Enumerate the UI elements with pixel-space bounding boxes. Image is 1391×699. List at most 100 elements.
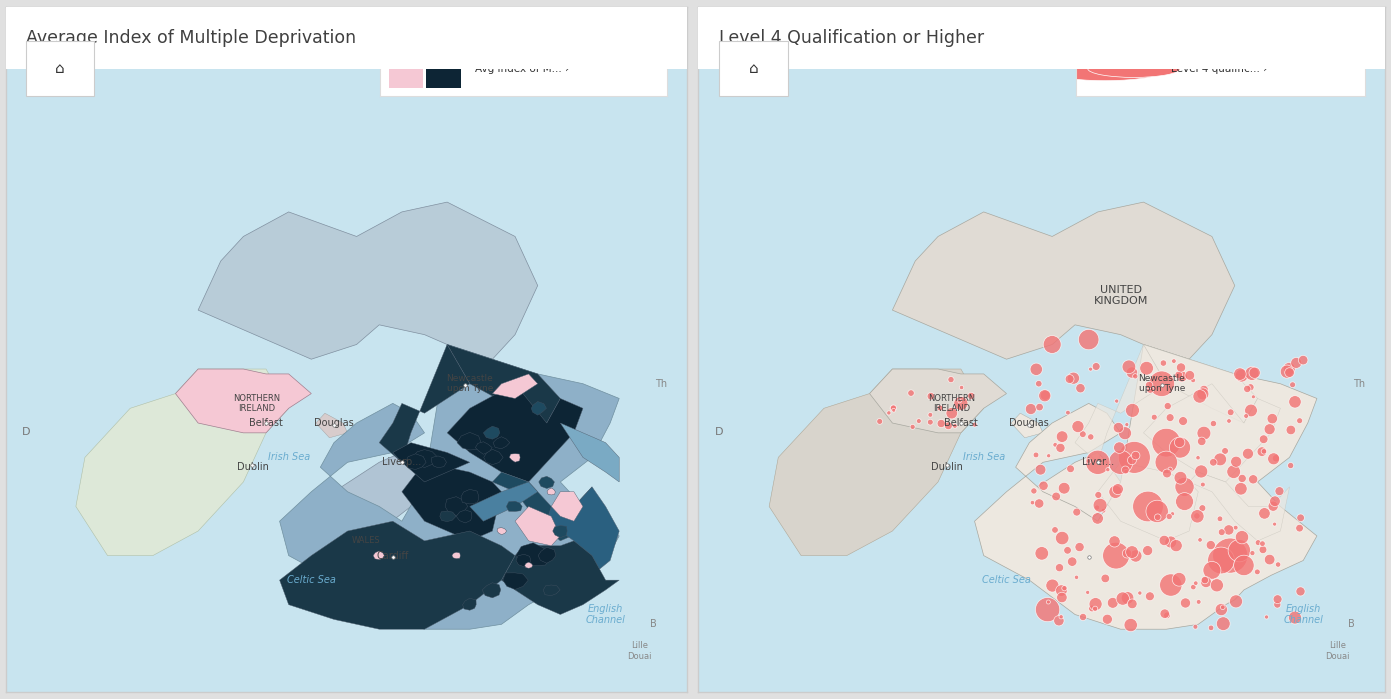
Circle shape (1235, 369, 1248, 382)
Circle shape (1031, 488, 1036, 494)
Text: Dublin: Dublin (931, 462, 963, 473)
Circle shape (1177, 371, 1188, 382)
Polygon shape (552, 526, 568, 538)
Circle shape (1025, 403, 1036, 415)
Circle shape (1132, 491, 1163, 521)
Circle shape (1227, 419, 1231, 424)
Circle shape (1273, 595, 1283, 604)
Text: Irish Sea: Irish Sea (267, 452, 310, 463)
Circle shape (1296, 587, 1305, 596)
Circle shape (1139, 361, 1153, 375)
Circle shape (1257, 447, 1267, 456)
Text: Average Index of Multiple Deprivation: Average Index of Multiple Deprivation (26, 29, 356, 47)
Circle shape (1109, 485, 1123, 498)
Circle shape (1170, 512, 1174, 516)
Polygon shape (1011, 413, 1043, 438)
Circle shape (1210, 579, 1224, 592)
Circle shape (1160, 609, 1170, 619)
Polygon shape (316, 413, 348, 438)
Text: Belfast: Belfast (944, 418, 978, 428)
Polygon shape (561, 423, 619, 482)
Circle shape (1174, 471, 1187, 484)
Circle shape (944, 422, 953, 430)
Text: English
Channel: English Channel (1284, 604, 1323, 626)
Text: ⌂: ⌂ (56, 61, 65, 76)
Circle shape (1056, 585, 1067, 596)
Text: B: B (1348, 619, 1355, 628)
Circle shape (1178, 417, 1188, 426)
Circle shape (1067, 372, 1079, 384)
Polygon shape (476, 442, 492, 454)
Text: Lille
Douai: Lille Douai (1326, 641, 1349, 661)
Circle shape (1259, 546, 1267, 554)
Polygon shape (524, 562, 533, 568)
Circle shape (1210, 420, 1217, 426)
Circle shape (1086, 591, 1089, 594)
Circle shape (1289, 396, 1301, 408)
Circle shape (938, 405, 943, 411)
Polygon shape (504, 573, 529, 589)
Circle shape (1075, 542, 1084, 552)
Circle shape (1195, 465, 1207, 478)
Text: D: D (715, 426, 723, 437)
Circle shape (1085, 450, 1110, 475)
Text: Th: Th (1352, 379, 1365, 389)
Polygon shape (1097, 462, 1198, 541)
Circle shape (1283, 363, 1295, 375)
Polygon shape (460, 489, 479, 504)
Text: Irish Sea: Irish Sea (963, 452, 1004, 463)
Circle shape (1059, 614, 1063, 619)
Circle shape (1191, 584, 1196, 590)
Circle shape (1249, 475, 1257, 484)
Circle shape (947, 377, 954, 382)
Bar (698, 7, 1385, 69)
Circle shape (1245, 366, 1259, 380)
Circle shape (1114, 442, 1125, 454)
Circle shape (1079, 614, 1086, 621)
Polygon shape (198, 202, 538, 359)
Text: NORTHERN
IRELAND: NORTHERN IRELAND (928, 394, 975, 413)
Text: Liver...: Liver... (1082, 457, 1114, 468)
Circle shape (1036, 403, 1043, 411)
Text: WALES: WALES (352, 536, 380, 545)
Circle shape (1127, 599, 1136, 609)
Circle shape (1288, 463, 1294, 468)
Circle shape (1296, 418, 1302, 424)
Polygon shape (175, 369, 312, 433)
Text: Dublin: Dublin (236, 462, 268, 473)
Polygon shape (547, 488, 555, 495)
Circle shape (1125, 546, 1138, 559)
Circle shape (1168, 467, 1173, 471)
Polygon shape (447, 345, 561, 423)
Polygon shape (458, 433, 481, 450)
Circle shape (1259, 507, 1270, 519)
Circle shape (1089, 605, 1095, 612)
Circle shape (1235, 531, 1249, 544)
Circle shape (892, 408, 896, 412)
Circle shape (917, 419, 921, 424)
Circle shape (1210, 459, 1217, 466)
Circle shape (1089, 367, 1092, 371)
Circle shape (1125, 403, 1139, 417)
Circle shape (1046, 600, 1050, 604)
Circle shape (954, 396, 968, 410)
Circle shape (1198, 437, 1206, 445)
Circle shape (1155, 514, 1161, 521)
Circle shape (1109, 535, 1120, 547)
Circle shape (1262, 449, 1267, 454)
Circle shape (1035, 598, 1060, 621)
Circle shape (1255, 569, 1260, 575)
Circle shape (1088, 434, 1093, 440)
Circle shape (1152, 428, 1181, 457)
Circle shape (928, 412, 933, 417)
Circle shape (1121, 466, 1129, 474)
Circle shape (1175, 477, 1193, 496)
Text: English
Channel: English Channel (586, 604, 626, 626)
Circle shape (1145, 382, 1153, 389)
Circle shape (1276, 562, 1281, 567)
Circle shape (1056, 531, 1068, 545)
Circle shape (1170, 540, 1182, 552)
Text: Liverp...: Liverp... (383, 457, 421, 468)
Circle shape (1035, 380, 1042, 387)
Polygon shape (470, 482, 538, 521)
